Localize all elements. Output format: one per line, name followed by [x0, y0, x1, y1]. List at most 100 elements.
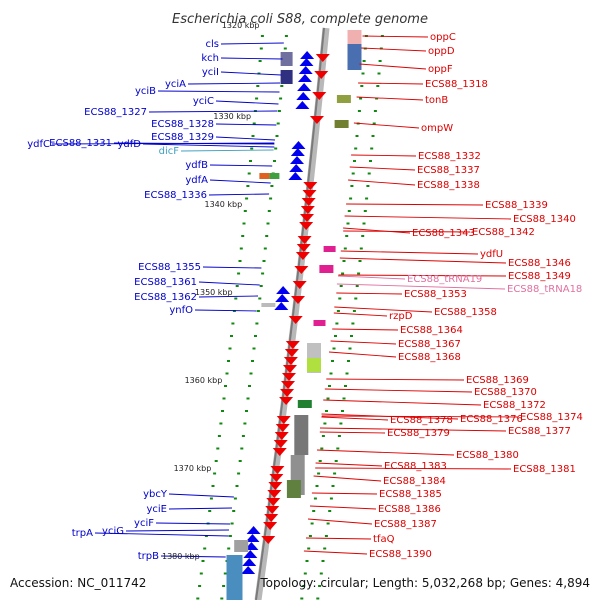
forward-gene-mark — [297, 74, 312, 82]
scale-tick — [308, 535, 312, 537]
scale-tick — [375, 97, 379, 100]
reverse-gene-mark — [299, 222, 314, 230]
leader-line — [198, 281, 260, 286]
scale-tick — [269, 197, 273, 200]
leader-line — [220, 57, 283, 60]
scale-tick — [276, 122, 280, 125]
reverse-gene-mark — [295, 252, 310, 260]
leader-line — [326, 378, 465, 381]
gene-label-ecs88-1337: ECS88_1337 — [417, 165, 480, 176]
scale-tick — [352, 310, 356, 312]
scale-tick — [252, 347, 256, 350]
scale-tick — [336, 447, 340, 450]
leader-line — [311, 492, 378, 495]
scale-tick — [343, 247, 347, 250]
scale-tick — [362, 222, 366, 225]
gene-label-ecs88-1340: ECS88_1340 — [513, 214, 576, 225]
reverse-gene-mark — [314, 71, 329, 79]
scale-tick — [361, 235, 365, 237]
scale-tick — [326, 522, 330, 525]
leader-line — [309, 505, 377, 510]
scale-tick — [280, 85, 284, 87]
gene-block — [269, 173, 280, 179]
leader-line — [155, 522, 231, 525]
leader-line — [346, 203, 484, 206]
forward-gene-mark — [246, 526, 261, 534]
leader-line — [180, 149, 274, 152]
leader-line — [142, 143, 275, 148]
scale-tick — [265, 235, 269, 237]
gene-block — [323, 246, 336, 252]
gene-label-ecs88-1376: ECS88_1376 — [460, 414, 523, 425]
scale-tick — [357, 272, 361, 275]
leader-line — [157, 90, 280, 93]
reverse-gene-mark — [269, 474, 284, 482]
scale-tick — [204, 535, 208, 537]
gene-label-cls: cls — [206, 39, 220, 50]
scale-tick — [347, 360, 350, 362]
reverse-gene-mark — [303, 182, 318, 190]
gene-label-tfaq: tfaQ — [373, 534, 395, 545]
gene-label-ydfc: ydfC — [27, 139, 50, 150]
scale-tick — [373, 110, 377, 112]
scale-tick — [235, 485, 239, 487]
gene-label-ecs88-1370: ECS88_1370 — [474, 387, 537, 398]
gene-label-ecs88-1361: ECS88_1361 — [134, 277, 197, 288]
leader-line — [307, 518, 373, 525]
forward-gene-mark — [298, 66, 313, 74]
gene-label-ecs88-1327: ECS88_1327 — [84, 107, 147, 118]
forward-gene-mark — [291, 141, 306, 149]
leader-line — [315, 467, 512, 470]
leader-line — [319, 427, 507, 432]
leader-line — [125, 529, 230, 532]
gene-label-ecs88-1339: ECS88_1339 — [485, 200, 548, 211]
scale-tick — [370, 147, 374, 150]
scale-tick — [217, 435, 221, 437]
leader-line — [332, 328, 399, 331]
scale-tick — [199, 572, 203, 575]
reverse-gene-mark — [270, 466, 285, 474]
scale-tick — [262, 260, 266, 262]
gene-label-ydfa: ydfA — [185, 175, 208, 186]
scale-tick — [342, 260, 346, 262]
gene-label-trpa: trpA — [72, 528, 93, 539]
scale-tick — [359, 247, 363, 250]
leader-line — [168, 493, 234, 498]
leader-line — [313, 475, 382, 482]
scale-tick — [321, 560, 325, 562]
scale-tick — [305, 560, 309, 562]
leader-line — [323, 399, 482, 406]
leader-line — [351, 154, 417, 157]
scale-tick — [319, 572, 323, 575]
scale-tick — [213, 472, 217, 475]
gene-label-rzpd: rzpD — [389, 311, 413, 322]
gene-label-ecs88-1387: ECS88_1387 — [374, 519, 437, 530]
scale-tick — [324, 535, 328, 537]
reverse-gene-mark — [296, 244, 311, 252]
gene-label-ecs88-1372: ECS88_1372 — [483, 400, 546, 411]
gene-label-ecs88-trna19: ECS88_tRNA19 — [407, 274, 482, 285]
leader-line — [358, 82, 424, 85]
scale-tick — [341, 410, 344, 412]
reverse-gene-mark — [297, 236, 312, 244]
scale-tick — [329, 497, 333, 500]
reverse-gene-mark — [280, 389, 295, 397]
leader-line — [336, 292, 403, 295]
scale-tick — [339, 422, 343, 425]
scale-tick — [214, 460, 218, 462]
scale-tick — [251, 360, 254, 362]
leader-line — [337, 275, 406, 280]
forward-gene-mark — [297, 83, 312, 91]
gene-block — [286, 480, 301, 498]
reverse-gene-mark — [275, 424, 290, 432]
reverse-gene-mark — [315, 54, 330, 62]
scale-tick — [230, 335, 233, 337]
gene-label-ecs88-1336: ECS88_1336 — [144, 190, 207, 201]
scale-tick — [235, 285, 239, 287]
leader-line — [113, 142, 275, 145]
scale-tick — [317, 472, 321, 475]
gene-label-ecs88-1329: ECS88_1329 — [151, 132, 214, 143]
gene-label-ycii: yciI — [202, 67, 219, 78]
gene-label-ycie: yciE — [146, 504, 167, 515]
scale-tick — [237, 472, 241, 475]
